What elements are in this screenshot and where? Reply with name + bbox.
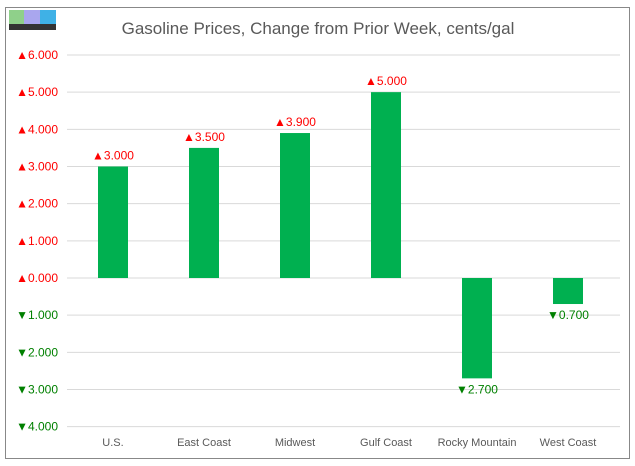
x-tick-label: East Coast <box>177 437 231 449</box>
data-label: ▼2.700 <box>456 382 498 396</box>
data-label: ▼0.700 <box>547 308 589 322</box>
y-tick-label: ▼1.000 <box>16 308 58 322</box>
y-tick-label: ▼2.000 <box>16 345 58 359</box>
y-tick-label: ▲1.000 <box>16 234 58 248</box>
bar <box>462 278 492 379</box>
x-tick-label: Midwest <box>275 437 315 449</box>
data-label: ▲3.000 <box>92 148 134 162</box>
bar <box>371 92 401 279</box>
bar <box>553 278 583 305</box>
y-tick-label: ▲2.000 <box>16 197 58 211</box>
data-label: ▲3.900 <box>274 115 316 129</box>
y-tick-label: ▲6.000 <box>16 48 58 62</box>
bar <box>189 147 219 278</box>
y-tick-label: ▲3.000 <box>16 159 58 173</box>
x-tick-label: Rocky Mountain <box>438 437 517 449</box>
y-tick-label: ▲5.000 <box>16 85 58 99</box>
y-tick-label: ▲4.000 <box>16 122 58 136</box>
fmn-logo <box>9 10 56 30</box>
data-label: ▲5.000 <box>365 74 407 88</box>
x-tick-label: West Coast <box>540 437 597 449</box>
x-tick-label: U.S. <box>102 437 123 449</box>
bar <box>280 133 310 278</box>
chart-title: Gasoline Prices, Change from Prior Week,… <box>122 19 515 38</box>
y-tick-label: ▼4.000 <box>16 420 58 434</box>
x-tick-label: Gulf Coast <box>360 437 412 449</box>
data-label: ▲3.500 <box>183 130 225 144</box>
bar <box>98 166 128 278</box>
y-tick-label: ▼3.000 <box>16 383 58 397</box>
y-tick-label: ▲0.000 <box>16 271 58 285</box>
